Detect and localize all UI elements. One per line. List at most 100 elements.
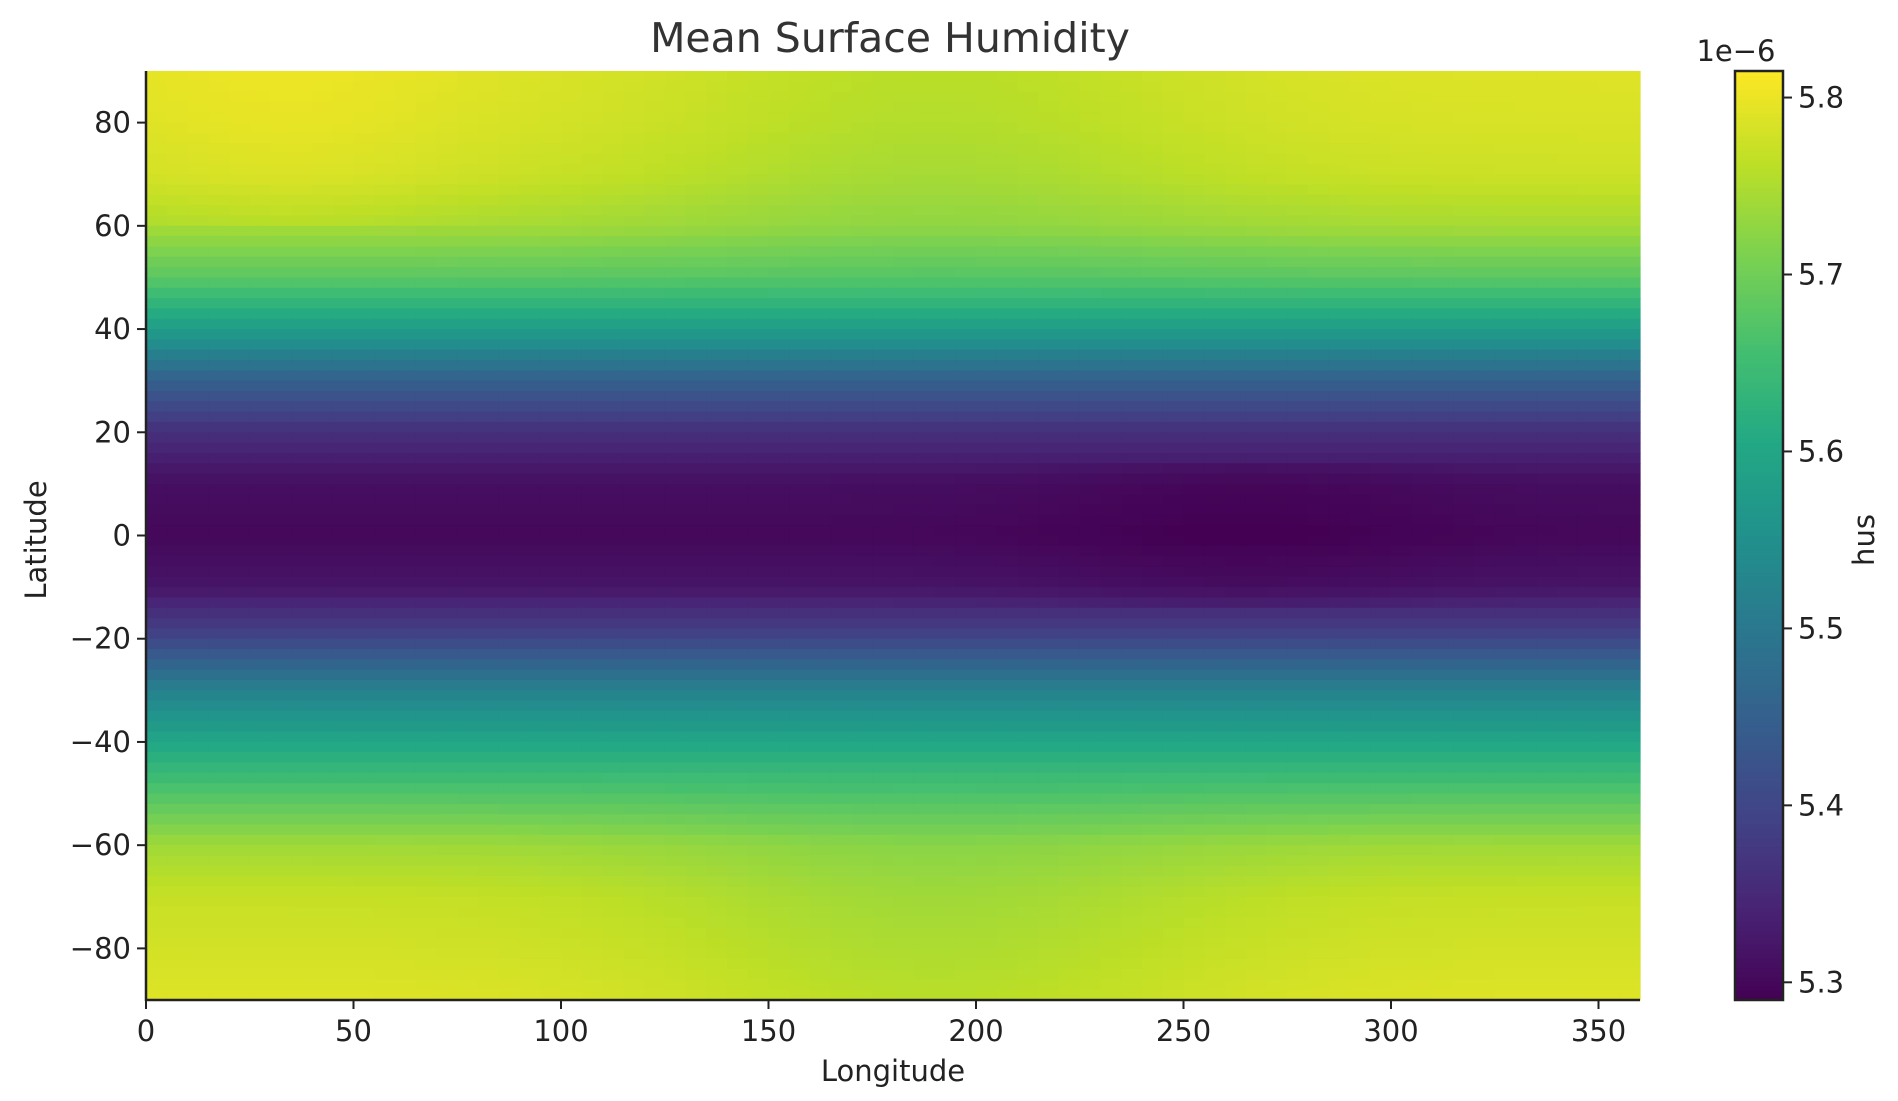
heatmap-cell <box>1328 710 1351 722</box>
heatmap-cell <box>893 576 915 588</box>
heatmap-cell <box>270 256 292 268</box>
heatmap-cell <box>623 680 645 691</box>
heatmap-cell <box>996 535 1019 547</box>
heatmap-cell <box>395 514 417 526</box>
heatmap-cell <box>312 618 334 629</box>
heatmap-cell <box>706 638 728 650</box>
heatmap-cell <box>229 556 251 568</box>
heatmap-cell <box>1121 731 1143 743</box>
heatmap-cell <box>312 659 334 671</box>
heatmap-cell <box>1121 318 1143 330</box>
heatmap-cell <box>332 277 355 289</box>
heatmap-cell <box>1577 112 1600 124</box>
heatmap-cell <box>1059 143 1081 155</box>
heatmap-cell <box>1225 731 1247 743</box>
heatmap-cell <box>1619 535 1641 547</box>
heatmap-cell <box>913 318 936 330</box>
heatmap-cell <box>1557 432 1579 444</box>
heatmap-cell <box>1038 339 1060 351</box>
heatmap-cell <box>1432 669 1454 681</box>
heatmap-cell <box>436 556 458 568</box>
heatmap-cell <box>664 607 687 619</box>
heatmap-cell <box>1453 463 1475 475</box>
heatmap-cell <box>540 525 562 537</box>
heatmap-cell <box>1121 545 1143 557</box>
heatmap-cell <box>934 597 956 609</box>
heatmap-cell <box>893 762 915 774</box>
heatmap-cell <box>664 267 687 279</box>
heatmap-cell <box>747 432 770 444</box>
heatmap-cell <box>1370 256 1392 268</box>
heatmap-cell <box>913 267 936 279</box>
heatmap-cell <box>810 329 832 340</box>
heatmap-cell <box>706 669 728 681</box>
heatmap-cell <box>1411 318 1434 330</box>
heatmap-cell <box>1204 360 1226 371</box>
heatmap-cell <box>1474 339 1496 351</box>
heatmap-cell <box>768 277 790 289</box>
heatmap-cell <box>498 401 521 413</box>
heatmap-cell <box>623 690 645 702</box>
heatmap-cell <box>436 236 458 248</box>
heatmap-cell <box>1349 680 1371 691</box>
heatmap-cell <box>395 700 417 712</box>
heatmap-cell <box>1391 318 1413 330</box>
heatmap-cell <box>996 452 1019 464</box>
heatmap-cell <box>1577 587 1600 599</box>
heatmap-cell <box>623 762 645 774</box>
heatmap-cell <box>1411 669 1434 681</box>
heatmap-cell <box>353 597 375 609</box>
heatmap-cell <box>1349 463 1371 475</box>
heatmap-cell <box>1225 267 1247 279</box>
heatmap-cell <box>187 752 209 764</box>
heatmap-cell <box>830 421 853 433</box>
heatmap-cell <box>602 638 624 650</box>
heatmap-cell <box>498 566 521 578</box>
heatmap-cell <box>1557 360 1579 371</box>
heatmap-cell <box>1225 525 1247 537</box>
heatmap-cell <box>893 287 915 299</box>
heatmap-cell <box>976 597 998 609</box>
heatmap-cell <box>166 442 189 454</box>
heatmap-cell <box>1577 628 1600 640</box>
heatmap-cell <box>1411 566 1434 578</box>
heatmap-cell <box>312 153 334 165</box>
heatmap-cell <box>1391 772 1413 784</box>
heatmap-cell <box>789 411 811 423</box>
heatmap-cell <box>1411 741 1434 753</box>
heatmap-cell <box>851 607 873 619</box>
heatmap-cell <box>789 566 811 578</box>
heatmap-cell <box>602 370 624 382</box>
heatmap-cell <box>291 649 313 660</box>
heatmap-cell <box>1557 731 1579 743</box>
heatmap-cell <box>312 256 334 268</box>
heatmap-cell <box>519 463 541 475</box>
heatmap-cell <box>664 318 687 330</box>
heatmap-cell <box>1121 174 1143 186</box>
heatmap-cell <box>519 122 541 134</box>
heatmap-cell <box>976 628 998 640</box>
heatmap-cell <box>747 308 770 320</box>
heatmap-cell <box>1183 236 1205 248</box>
heatmap-cell <box>187 649 209 660</box>
heatmap-cell <box>1142 628 1164 640</box>
heatmap-cell <box>1142 638 1164 650</box>
heatmap-cell <box>1411 463 1434 475</box>
heatmap-cell <box>498 535 521 547</box>
heatmap-cell <box>747 401 770 413</box>
heatmap-cell <box>1059 556 1081 568</box>
heatmap-cell <box>602 690 624 702</box>
heatmap-cell <box>623 566 645 578</box>
heatmap-cell <box>955 349 977 361</box>
heatmap-cell <box>602 710 624 722</box>
heatmap-cell <box>955 680 977 691</box>
heatmap-cell <box>1391 339 1413 351</box>
heatmap-cell <box>768 525 790 537</box>
heatmap-cell <box>187 91 209 103</box>
heatmap-cell <box>1017 721 1039 733</box>
heatmap-cell <box>1370 494 1392 506</box>
heatmap-cell <box>1577 390 1600 402</box>
heatmap-cell <box>810 401 832 413</box>
heatmap-cell <box>602 143 624 155</box>
heatmap-cell <box>789 721 811 733</box>
